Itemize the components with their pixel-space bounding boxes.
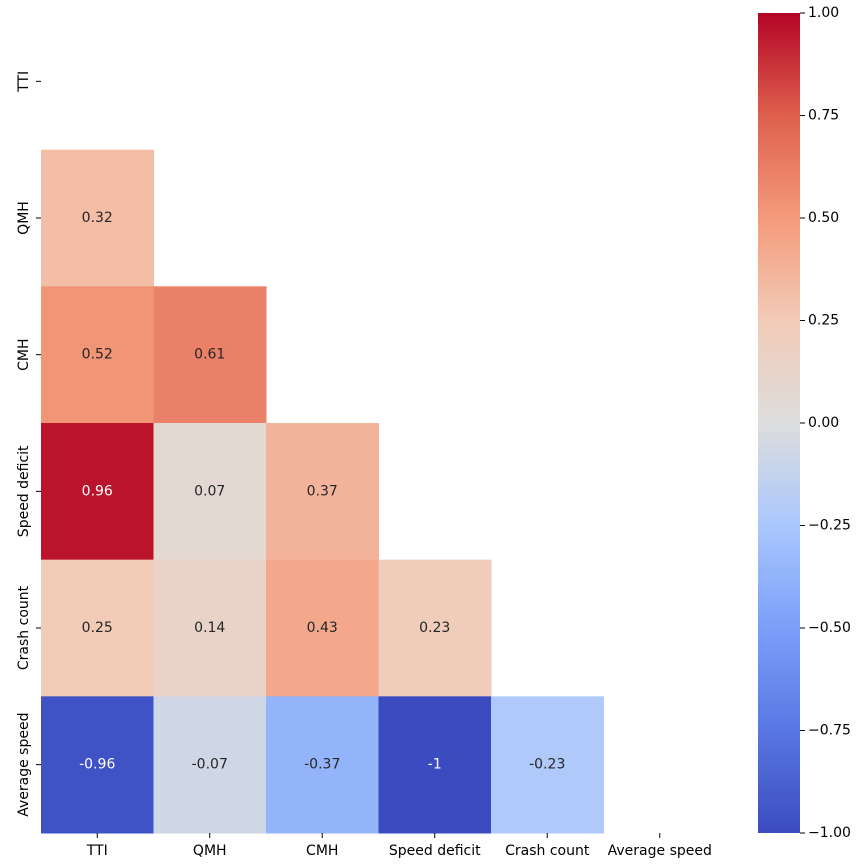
cell-label: -0.96: [79, 757, 115, 773]
heatmap-cell: [153, 423, 267, 561]
cell-label: 0.32: [82, 210, 113, 226]
heatmap-cell: [266, 559, 379, 697]
heatmap-cell: [491, 696, 604, 834]
heatmap-cell: [266, 696, 379, 834]
heatmap-cell: [153, 286, 267, 424]
heatmap-cell: [41, 423, 154, 561]
x-tick-label: Average speed: [608, 843, 712, 859]
y-tick-label: Crash count: [16, 585, 32, 670]
x-tick-label: Crash count: [505, 843, 590, 859]
y-tick-label: TTI: [16, 71, 32, 93]
cell-label: -1: [428, 757, 442, 773]
heatmap-cell: [378, 559, 492, 697]
x-tick-label: QMH: [193, 843, 227, 859]
cell-label: 0.25: [82, 620, 113, 636]
y-tick-label: Average speed: [16, 713, 32, 817]
cell-label: 0.37: [307, 483, 338, 499]
colorbar-tick-label: −1.00: [808, 825, 851, 841]
colorbar-tick-label: −0.25: [808, 518, 851, 534]
cell-label: 0.43: [307, 620, 338, 636]
colorbar-tick-label: 0.75: [808, 108, 839, 124]
cell-label: 0.96: [82, 483, 113, 499]
x-tick-label: Speed deficit: [389, 843, 481, 859]
x-tick-label: TTI: [86, 843, 108, 859]
heatmap-cell: [153, 696, 267, 834]
cell-label: 0.52: [82, 347, 113, 363]
colorbar-tick-label: −0.75: [808, 723, 851, 739]
heatmap-cell: [378, 696, 492, 834]
y-tick-label: QMH: [16, 201, 32, 235]
heatmap-cell: [41, 149, 154, 287]
cell-label: -0.23: [529, 757, 565, 773]
heatmap-cell: [41, 559, 154, 697]
heatmap-cell: [41, 286, 154, 424]
colorbar: [758, 13, 800, 833]
colorbar-tick-label: 0.50: [808, 210, 839, 226]
cell-label: -0.07: [192, 757, 228, 773]
cell-label: 0.14: [194, 620, 225, 636]
heatmap-cell: [41, 696, 154, 834]
x-tick-label: CMH: [306, 843, 338, 859]
colorbar-tick-label: −0.50: [808, 620, 851, 636]
y-tick-label: Speed deficit: [16, 445, 32, 537]
heatmap-cell: [153, 559, 267, 697]
colorbar-tick-label: 1.00: [808, 5, 839, 21]
cell-label: 0.07: [194, 483, 225, 499]
cell-label: 0.61: [194, 347, 225, 363]
heatmap-cell: [266, 423, 379, 561]
cell-label: 0.23: [419, 620, 450, 636]
cell-label: -0.37: [304, 757, 340, 773]
y-tick-label: CMH: [16, 338, 32, 370]
colorbar-tick-label: 0.00: [808, 415, 839, 431]
colorbar-tick-label: 0.25: [808, 313, 839, 329]
